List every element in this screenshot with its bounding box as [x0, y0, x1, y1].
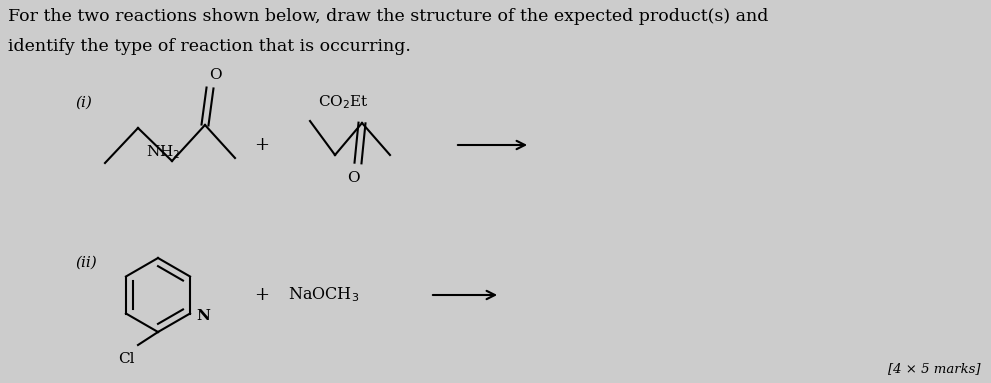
Text: CO$_2$Et: CO$_2$Et — [318, 93, 369, 111]
Text: O: O — [209, 68, 221, 82]
Text: +: + — [255, 136, 270, 154]
Text: [4 × 5 marks]: [4 × 5 marks] — [888, 362, 980, 375]
Text: NH$_2$: NH$_2$ — [146, 143, 180, 161]
Text: O: O — [347, 171, 360, 185]
Text: (ii): (ii) — [75, 256, 97, 270]
Text: NaOCH$_3$: NaOCH$_3$ — [288, 286, 359, 304]
Text: N: N — [196, 308, 210, 322]
Text: For the two reactions shown below, draw the structure of the expected product(s): For the two reactions shown below, draw … — [8, 8, 768, 25]
Text: Cl: Cl — [118, 352, 134, 366]
Text: +: + — [255, 286, 270, 304]
Text: identify the type of reaction that is occurring.: identify the type of reaction that is oc… — [8, 38, 411, 55]
Text: (i): (i) — [75, 96, 92, 110]
